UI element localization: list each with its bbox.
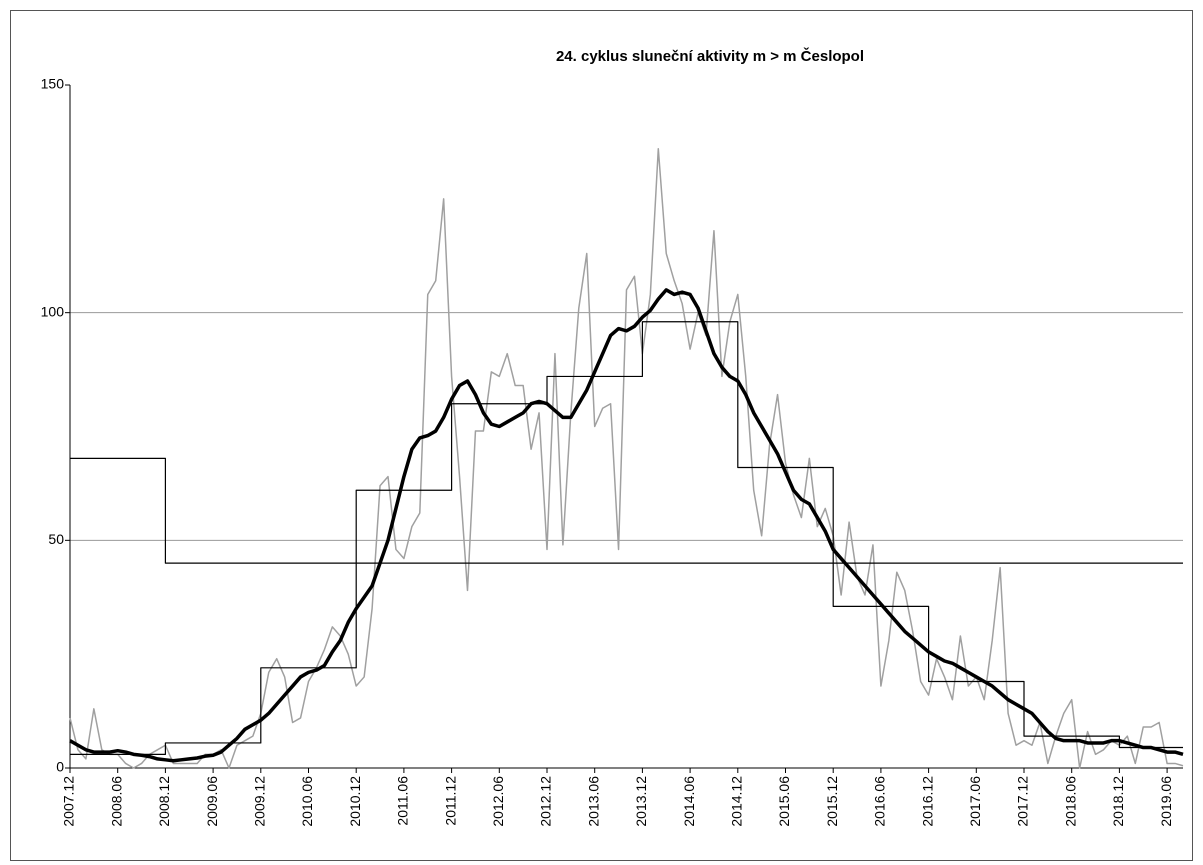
x-tick-label: 2009.12 [252, 776, 268, 827]
x-tick-label: 2013.12 [633, 776, 649, 827]
frame [10, 10, 1193, 861]
x-tick-label: 2014.06 [681, 776, 697, 827]
x-tick-label: 2015.06 [776, 776, 792, 827]
y-tick-label: 150 [41, 76, 65, 92]
series-line [69, 147, 1184, 769]
y-tick-label: 0 [56, 759, 64, 775]
x-tick-label: 2008.06 [108, 776, 124, 827]
x-tick-label: 2007.12 [61, 776, 77, 827]
x-tick-label: 2014.12 [729, 776, 745, 827]
x-tick-label: 2010.12 [347, 776, 363, 827]
x-tick-label: 2013.06 [585, 776, 601, 827]
series-line [70, 321, 1183, 755]
y-tick-label: 100 [41, 303, 65, 319]
series-line [69, 288, 1184, 763]
x-tick-label: 2018.06 [1062, 776, 1078, 827]
x-tick-label: 2008.12 [156, 776, 172, 827]
y-tick-label: 50 [48, 531, 64, 547]
series-line [70, 457, 1183, 564]
x-tick-label: 2011.12 [442, 776, 458, 826]
x-tick-label: 2017.06 [967, 776, 983, 827]
x-tick-label: 2016.06 [872, 776, 888, 827]
x-tick-label: 2015.12 [824, 776, 840, 827]
x-tick-label: 2016.12 [919, 776, 935, 827]
x-tick-label: 2019.06 [1158, 776, 1174, 827]
chart-title: 24. cyklus sluneční aktivity m > m Česlo… [556, 47, 864, 65]
x-tick-label: 2018.12 [1110, 776, 1126, 827]
x-tick-label: 2009.06 [204, 776, 220, 827]
x-tick-label: 2017.12 [1015, 776, 1031, 827]
x-tick-label: 2012.06 [490, 776, 506, 827]
x-tick-label: 2011.06 [395, 776, 411, 826]
x-tick-label: 2012.12 [538, 776, 554, 827]
x-tick-label: 2010.06 [299, 776, 315, 827]
